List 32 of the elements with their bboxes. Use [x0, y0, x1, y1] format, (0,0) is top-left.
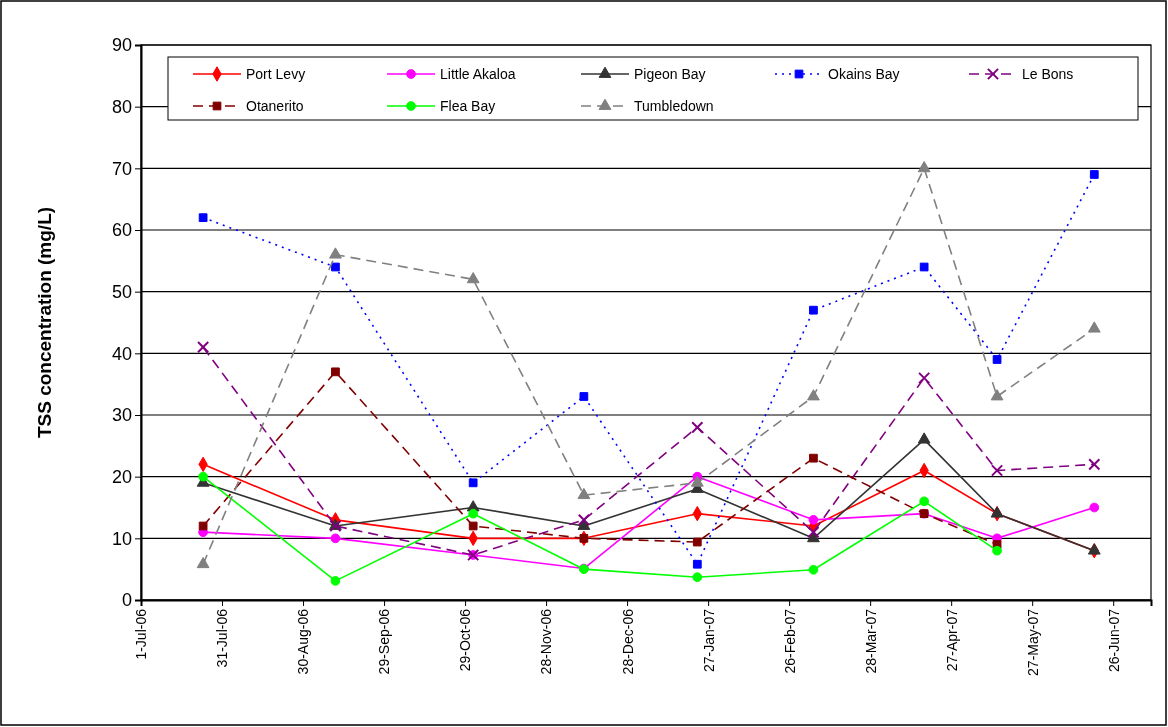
- legend-label: Otanerito: [246, 97, 304, 114]
- y-tick-label: 50: [111, 281, 132, 302]
- y-tick-label: 60: [111, 220, 132, 241]
- legend-label: Le Bons: [1022, 65, 1074, 82]
- x-tick-label: 28-Nov-06: [538, 608, 555, 675]
- x-tick-label: 26-Jun-07: [1105, 608, 1122, 673]
- x-tick-label: 27-Jan-07: [700, 608, 717, 673]
- y-tick-label: 40: [111, 343, 132, 364]
- y-tick-label: 80: [111, 96, 132, 117]
- x-tick-label: 28-Mar-07: [862, 608, 879, 674]
- x-tick-label: 27-May-07: [1024, 608, 1041, 676]
- x-tick-label: 27-Apr-07: [943, 608, 960, 672]
- legend-label: Tumbledown: [634, 97, 714, 114]
- x-tick-label: 1-Jul-06: [133, 608, 150, 660]
- legend-label: Okains Bay: [828, 65, 900, 82]
- y-tick-label: 0: [121, 590, 132, 611]
- x-tick-label: 26-Feb-07: [781, 608, 798, 674]
- x-tick-label: 29-Oct-06: [457, 608, 474, 672]
- x-tick-label: 29-Sep-06: [376, 608, 393, 675]
- y-tick-label: 90: [111, 35, 132, 56]
- y-tick-label: 30: [111, 405, 132, 426]
- y-tick-label: 10: [111, 528, 132, 549]
- legend-label: Pigeon Bay: [634, 65, 706, 82]
- legend-label: Port Levy: [246, 65, 306, 82]
- x-tick-label: 31-Jul-06: [214, 608, 231, 668]
- y-axis-title: TSS concentration (mg/L): [34, 206, 55, 439]
- x-tick-label: 28-Dec-06: [619, 608, 636, 675]
- y-tick-label: 70: [111, 158, 132, 179]
- legend-label: Little Akaloa: [440, 65, 516, 82]
- legend-label: Flea Bay: [440, 97, 496, 114]
- y-tick-label: 20: [111, 466, 132, 487]
- x-tick-label: 30-Aug-06: [295, 608, 312, 675]
